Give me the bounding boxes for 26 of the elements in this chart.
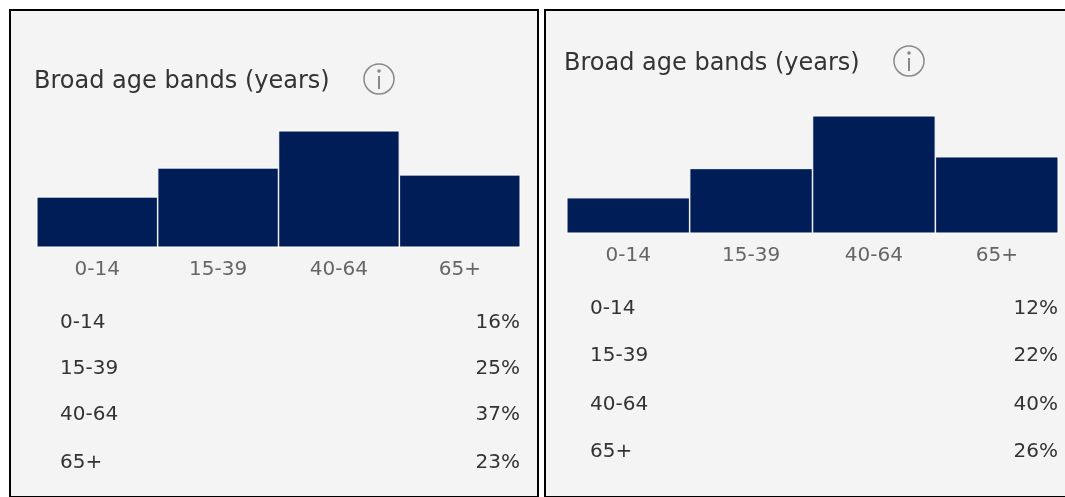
x-tick-label: 65+ [438, 256, 481, 280]
chart-title: Broad age bands (years) [34, 66, 330, 94]
data-label: 12% [1013, 295, 1058, 319]
x-tick-label: 65+ [975, 242, 1018, 266]
data-label: 25% [475, 355, 520, 379]
x-tick-label: 15-39 [722, 242, 781, 266]
category-label: 65+ [590, 438, 633, 462]
x-tick-label: 40-64 [309, 256, 368, 280]
category-label: 40-64 [60, 401, 119, 425]
chart-title: Broad age bands (years) [564, 48, 860, 76]
category-label: 15-39 [590, 342, 649, 366]
category-label: 40-64 [590, 391, 649, 415]
x-tick-label: 0-14 [74, 256, 120, 280]
x-tick-label: 0-14 [605, 242, 651, 266]
category-label: 65+ [60, 449, 103, 473]
data-label: 16% [475, 309, 520, 333]
category-label: 0-14 [590, 295, 636, 319]
x-tick-label: 40-64 [844, 242, 903, 266]
data-label: 37% [475, 401, 520, 425]
data-label: 23% [475, 449, 520, 473]
data-label: 40% [1013, 391, 1058, 415]
category-label: 0-14 [60, 309, 106, 333]
category-label: 15-39 [60, 355, 119, 379]
data-label: 22% [1013, 342, 1058, 366]
x-tick-label: 15-39 [189, 256, 248, 280]
data-label: 26% [1013, 438, 1058, 462]
